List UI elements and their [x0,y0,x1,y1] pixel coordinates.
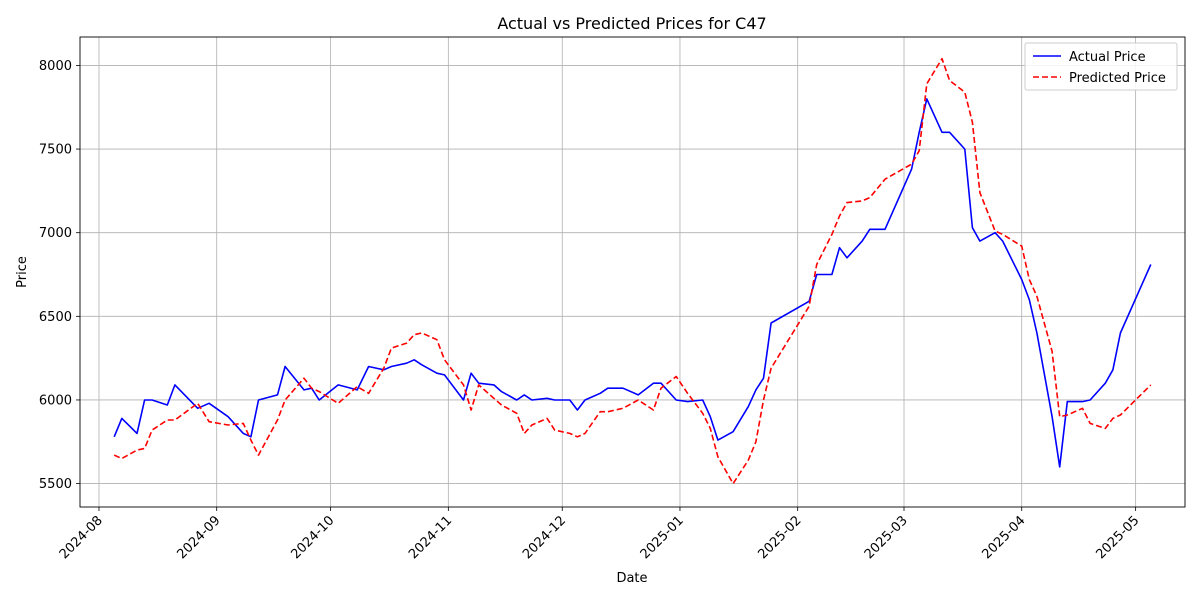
chart-title: Actual vs Predicted Prices for C47 [497,14,766,33]
x-tick-label: 2024-11 [406,513,455,562]
series-line-actual-price [113,98,1152,468]
legend-label-actual: Actual Price [1069,50,1146,65]
y-tick-label: 5500 [39,477,72,492]
x-tick-label: 2024-09 [175,513,224,562]
x-tick-label: 2025-04 [980,513,1029,562]
x-tick-label: 2024-12 [520,513,569,562]
x-tick-label: 2025-02 [755,513,804,562]
ticks: 2024-08 2024-09 2024-10 2024-11 2024-12 2025-… [39,59,1143,562]
series-layer [113,57,1152,485]
y-tick-label: 6000 [39,393,72,408]
y-tick-label: 7000 [39,226,72,241]
x-tick-label: 2025-01 [638,513,687,562]
legend-label-predicted: Predicted Price [1069,71,1166,86]
x-tick-label: 2024-10 [288,513,337,562]
x-tick-label: 2024-08 [57,513,106,562]
y-axis-label: Price [15,256,30,288]
x-axis-label: Date [616,571,647,586]
y-tick-label: 7500 [39,143,72,158]
series-line-predicted-price [113,57,1152,485]
y-tick-label: 8000 [39,59,72,74]
plot-frame [79,36,1186,508]
grid [80,37,1185,507]
legend: Actual Price Predicted Price [1024,42,1178,91]
x-tick-label: 2025-03 [862,513,911,562]
y-tick-label: 6500 [39,310,72,325]
legend-box [1024,42,1178,91]
x-tick-label: 2025-05 [1093,513,1142,562]
